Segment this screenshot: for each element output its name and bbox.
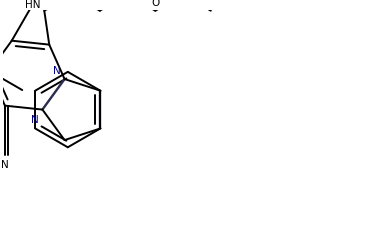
Text: N: N: [31, 114, 39, 124]
Text: HN: HN: [25, 0, 40, 10]
Text: N: N: [53, 66, 61, 76]
Text: N: N: [1, 159, 9, 169]
Text: O: O: [151, 0, 159, 8]
